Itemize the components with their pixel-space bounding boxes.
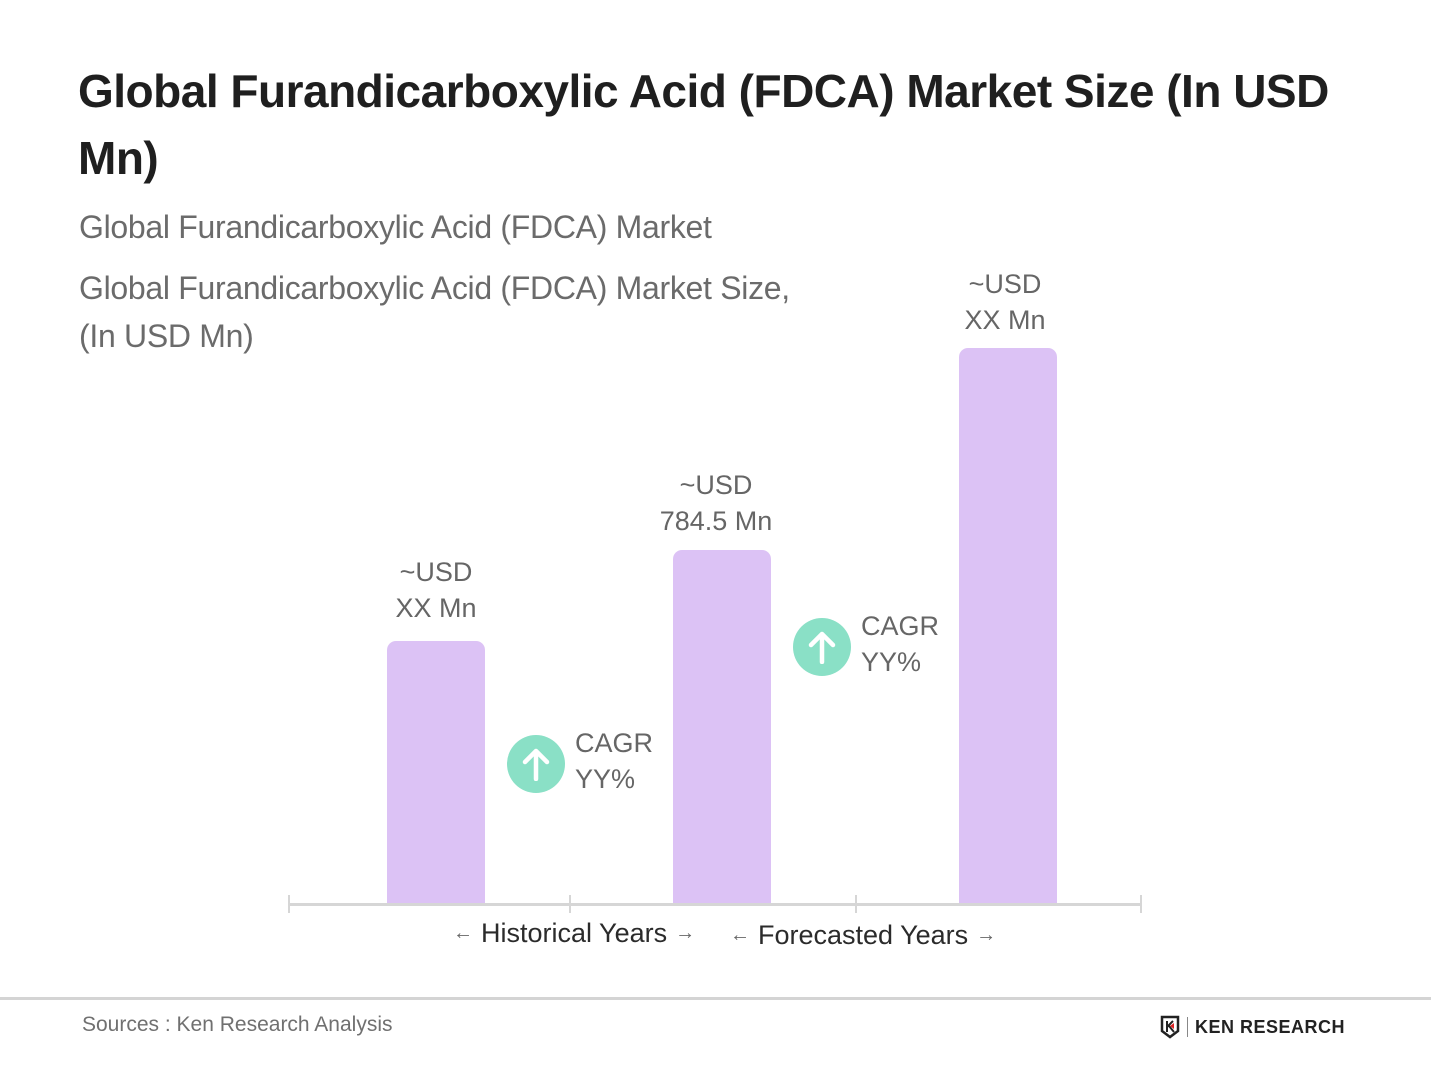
logo-text: KEN RESEARCH xyxy=(1195,1016,1346,1037)
arrow-left-icon: ← xyxy=(453,922,473,944)
forecasted-years-label: ← Forecasted Years → xyxy=(730,917,996,953)
ken-research-logo: KEN RESEARCH xyxy=(1160,1015,1345,1039)
bar-3-label-prefix: ~USD xyxy=(968,269,1042,299)
bar-historical-start xyxy=(387,641,485,904)
arrow-right-icon: → xyxy=(976,924,997,946)
bar-2-label-value: 784.5 Mn xyxy=(659,506,773,536)
cagr-value: YY% xyxy=(861,647,922,677)
x-axis-tick xyxy=(569,895,571,913)
bar-3-label-value: XX Mn xyxy=(964,305,1046,335)
cagr-forecast: CAGR YY% xyxy=(861,608,939,680)
footer-divider xyxy=(0,997,1431,1000)
x-axis-tick xyxy=(288,895,290,913)
forecasted-years-text: Forecasted Years xyxy=(758,920,969,950)
bar-2-value-label: ~USD 784.5 Mn xyxy=(636,467,796,539)
arrow-left-icon: ← xyxy=(730,924,750,946)
chart-subtitle-units: Global Furandicarboxylic Acid (FDCA) Mar… xyxy=(79,270,790,354)
bar-2-label-prefix: ~USD xyxy=(679,470,753,500)
ken-research-logo-icon xyxy=(1160,1015,1180,1039)
cagr-label: CAGR xyxy=(575,728,654,758)
bar-1-value-label: ~USD XX Mn xyxy=(356,554,516,626)
chart-subtitle: Global Furandicarboxylic Acid (FDCA) Mar… xyxy=(79,209,712,245)
bar-1-label-prefix: ~USD xyxy=(399,557,473,587)
bar-3-value-label: ~USD XX Mn xyxy=(925,266,1085,338)
x-axis-tick xyxy=(855,895,857,913)
cagr-value: YY% xyxy=(575,764,636,794)
arrow-right-icon: → xyxy=(675,922,696,944)
x-axis-line xyxy=(289,903,1141,906)
bar-base-year xyxy=(673,550,771,904)
cagr-label: CAGR xyxy=(861,611,940,641)
logo-separator xyxy=(1187,1017,1188,1037)
x-axis-tick xyxy=(1140,895,1142,913)
chart-title: Global Furandicarboxylic Acid (FDCA) Mar… xyxy=(78,65,1329,184)
bar-forecast-end xyxy=(959,348,1057,904)
source-note: Sources : Ken Research Analysis xyxy=(82,1013,393,1036)
bar-1-label-value: XX Mn xyxy=(395,593,477,623)
cagr-historical: CAGR YY% xyxy=(575,725,653,797)
historical-years-label: ← Historical Years → xyxy=(453,915,695,951)
historical-years-text: Historical Years xyxy=(481,918,668,948)
cagr-up-arrow-icon xyxy=(793,618,851,676)
cagr-up-arrow-icon xyxy=(507,735,565,793)
